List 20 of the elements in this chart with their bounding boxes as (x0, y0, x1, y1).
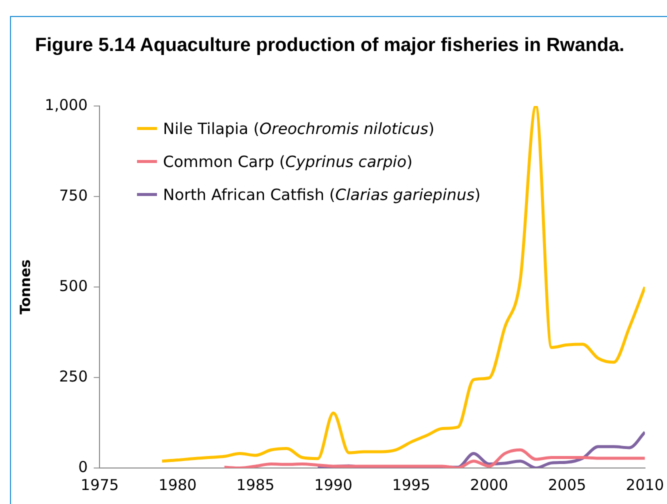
line-series (222, 448, 645, 468)
y-tick-label: 250 (59, 367, 88, 386)
legend-label: North African Catfish (Clarias gariepinus) (163, 185, 481, 206)
x-tick-label: 2010 (626, 476, 664, 494)
x-tick-label: 1990 (314, 476, 352, 494)
legend-label: Nile Tilapia (Oreochromis niloticus) (163, 119, 434, 140)
legend-label: Common Carp (Cyprinus carpio) (163, 152, 413, 173)
y-tick-label: 0 (78, 458, 88, 476)
x-tick-label: 2000 (470, 476, 508, 494)
x-tick-label: 1995 (392, 476, 430, 494)
y-tick-label: 500 (59, 276, 88, 295)
y-axis-title: Tonnes (18, 259, 34, 315)
chart-title: Figure 5.14 Aquaculture production of major fisheries in Rwanda. (35, 34, 626, 58)
y-tick-label: 750 (59, 186, 88, 204)
line-series (160, 106, 645, 463)
x-tick-label: 1980 (158, 476, 197, 494)
x-tick-label: 2005 (548, 476, 586, 494)
x-tick-label: 1975 (80, 476, 119, 494)
x-tick-label: 1985 (236, 476, 275, 494)
y-tick-label: 1,000 (44, 96, 88, 114)
